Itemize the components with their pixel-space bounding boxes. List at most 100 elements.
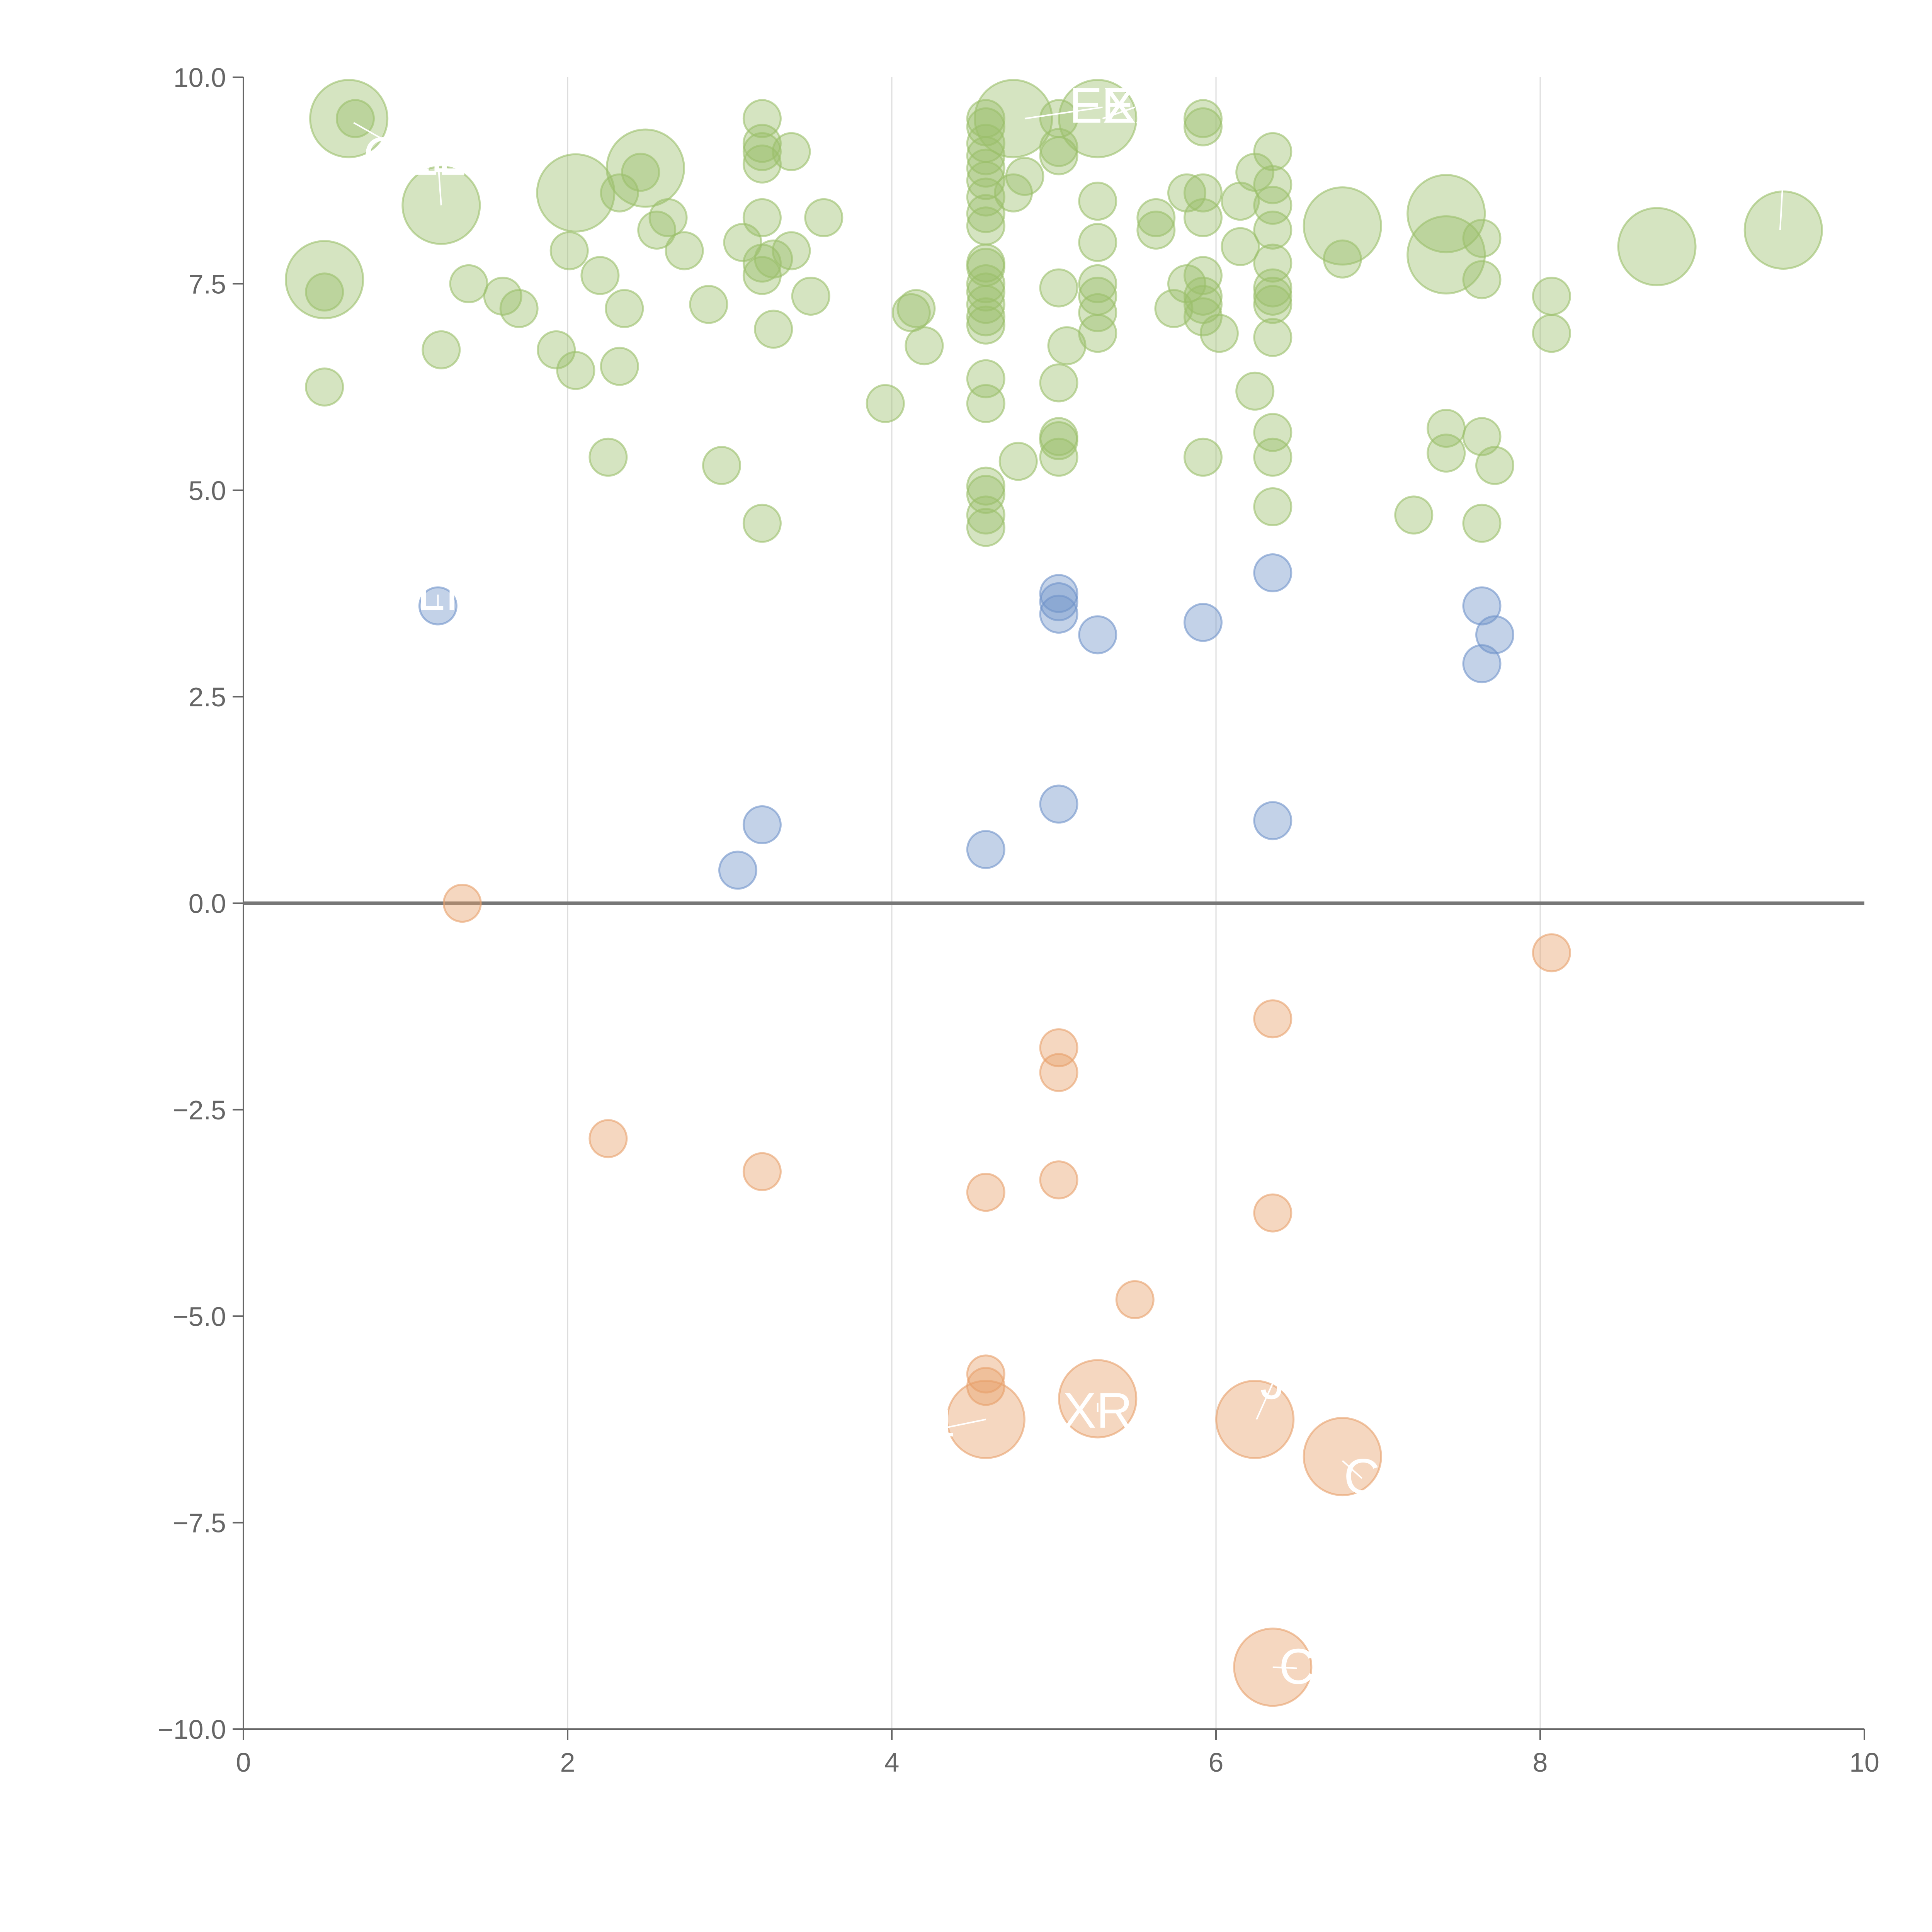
annotation-label: C bbox=[1279, 1638, 1315, 1694]
bubble-low bbox=[966, 1173, 1005, 1212]
bubble-high bbox=[742, 198, 782, 237]
bubble-mid bbox=[718, 850, 757, 890]
bubble-low bbox=[588, 1119, 628, 1158]
annotation-label: EX bbox=[1102, 77, 1168, 134]
bubble-low bbox=[1532, 933, 1571, 973]
bubble-high bbox=[648, 198, 688, 237]
bubble-high bbox=[1462, 503, 1502, 543]
bubble-high bbox=[637, 210, 677, 250]
bubble-high bbox=[1039, 268, 1078, 308]
bubble-high bbox=[966, 305, 1005, 345]
bubble-high bbox=[966, 206, 1005, 246]
bubble-high bbox=[1406, 215, 1486, 295]
bubble-high bbox=[966, 285, 1005, 324]
bubble-high bbox=[1462, 417, 1502, 456]
bubble-low bbox=[1253, 999, 1293, 1039]
bubble-high bbox=[1047, 326, 1087, 366]
bubble-high bbox=[742, 132, 782, 171]
bubble-high bbox=[772, 132, 811, 171]
bubble-high bbox=[966, 264, 1005, 303]
y-tick-label: −2.5 bbox=[173, 1095, 226, 1125]
bubble-low bbox=[1215, 1379, 1295, 1459]
annotation-label: A bbox=[1767, 143, 1800, 200]
bubble-mid bbox=[1253, 801, 1293, 840]
bubble-mid bbox=[1039, 594, 1078, 634]
annotation-label: LL bbox=[410, 129, 466, 185]
bubble-mid bbox=[1078, 615, 1117, 655]
bubble-mid bbox=[1039, 574, 1078, 613]
bubble-high bbox=[449, 264, 488, 303]
bubble-high bbox=[1183, 99, 1223, 138]
bubble-high bbox=[1462, 260, 1502, 299]
bubble-high bbox=[1039, 363, 1078, 403]
bubble-high bbox=[754, 310, 793, 349]
bubble-high bbox=[605, 289, 644, 328]
bubble-mid bbox=[742, 805, 782, 844]
bubble-high bbox=[422, 330, 461, 369]
bubble-low bbox=[1039, 1160, 1078, 1200]
annotation-leader bbox=[353, 122, 414, 158]
x-tick-label: 4 bbox=[884, 1747, 900, 1777]
bubble-high bbox=[305, 367, 344, 407]
bubble-high bbox=[1253, 210, 1293, 250]
bubble-high bbox=[621, 153, 660, 192]
bubble-high bbox=[742, 503, 782, 543]
annotation-label: J bbox=[1260, 1353, 1285, 1410]
bubble-high bbox=[1323, 239, 1362, 279]
bubble-high bbox=[1078, 182, 1117, 221]
bubble-high bbox=[974, 79, 1053, 158]
bubble-high bbox=[966, 297, 1005, 337]
bubble-high bbox=[556, 351, 595, 390]
annotation-label: XR bbox=[1063, 1382, 1133, 1439]
bubble-low bbox=[1303, 1417, 1382, 1497]
bubble-high bbox=[1136, 210, 1176, 250]
x-tick-label: 0 bbox=[236, 1747, 251, 1777]
bubble-high bbox=[285, 240, 364, 320]
bubble-high bbox=[1462, 219, 1502, 258]
bubble-high bbox=[1039, 421, 1078, 460]
axis-layer: 0 2 4 6 8 10 10.0 7.5 5.0 2.5 0.0 −2.5 −5.0 −7.5 −10.0 bbox=[158, 63, 1879, 1777]
bubble-high bbox=[742, 144, 782, 184]
bubble-high bbox=[1394, 495, 1434, 535]
bubble-high bbox=[1253, 165, 1293, 204]
bubble-high bbox=[1183, 256, 1223, 295]
bubble-mid bbox=[1462, 644, 1502, 684]
bubble-low bbox=[966, 1354, 1005, 1394]
bubble-high bbox=[966, 508, 1005, 547]
bubble-high bbox=[1253, 318, 1293, 357]
bubble-high bbox=[1235, 371, 1275, 411]
bubble-high bbox=[1078, 314, 1117, 353]
bubble-high bbox=[1167, 173, 1206, 213]
bubble-high bbox=[998, 442, 1038, 481]
bubble-high bbox=[588, 437, 628, 477]
bubble-high bbox=[905, 326, 944, 366]
bubble-high bbox=[499, 289, 539, 328]
bubble-high bbox=[600, 347, 639, 386]
bubble-high bbox=[1154, 289, 1194, 328]
bubble-high bbox=[1253, 268, 1293, 308]
x-tick-label: 2 bbox=[560, 1747, 575, 1777]
bubble-high bbox=[966, 495, 1005, 535]
annotation-label: EX bbox=[1069, 77, 1136, 134]
bubble-high bbox=[537, 330, 576, 369]
bubble-high bbox=[1039, 136, 1078, 175]
x-tick-label: 8 bbox=[1533, 1747, 1548, 1777]
bubble-high bbox=[1617, 207, 1697, 286]
bubble-high bbox=[791, 276, 830, 316]
y-tick-label: 0.0 bbox=[189, 889, 226, 919]
bubble-low bbox=[442, 884, 482, 923]
bubble-high bbox=[1078, 264, 1117, 303]
annotation-label: 4 bbox=[927, 1399, 954, 1455]
bubble-high bbox=[1005, 157, 1044, 196]
bubble-high bbox=[1253, 132, 1293, 171]
bubble-high bbox=[335, 99, 375, 138]
bubble-high bbox=[1253, 285, 1293, 324]
bubble-mid bbox=[1475, 615, 1515, 655]
y-tick-label: −7.5 bbox=[173, 1508, 226, 1538]
annotation-label: LI bbox=[417, 565, 459, 621]
bubble-high bbox=[536, 153, 616, 233]
bubble-high bbox=[966, 194, 1005, 233]
bubble-high bbox=[1532, 314, 1571, 353]
y-tick-label: −10.0 bbox=[158, 1714, 226, 1745]
